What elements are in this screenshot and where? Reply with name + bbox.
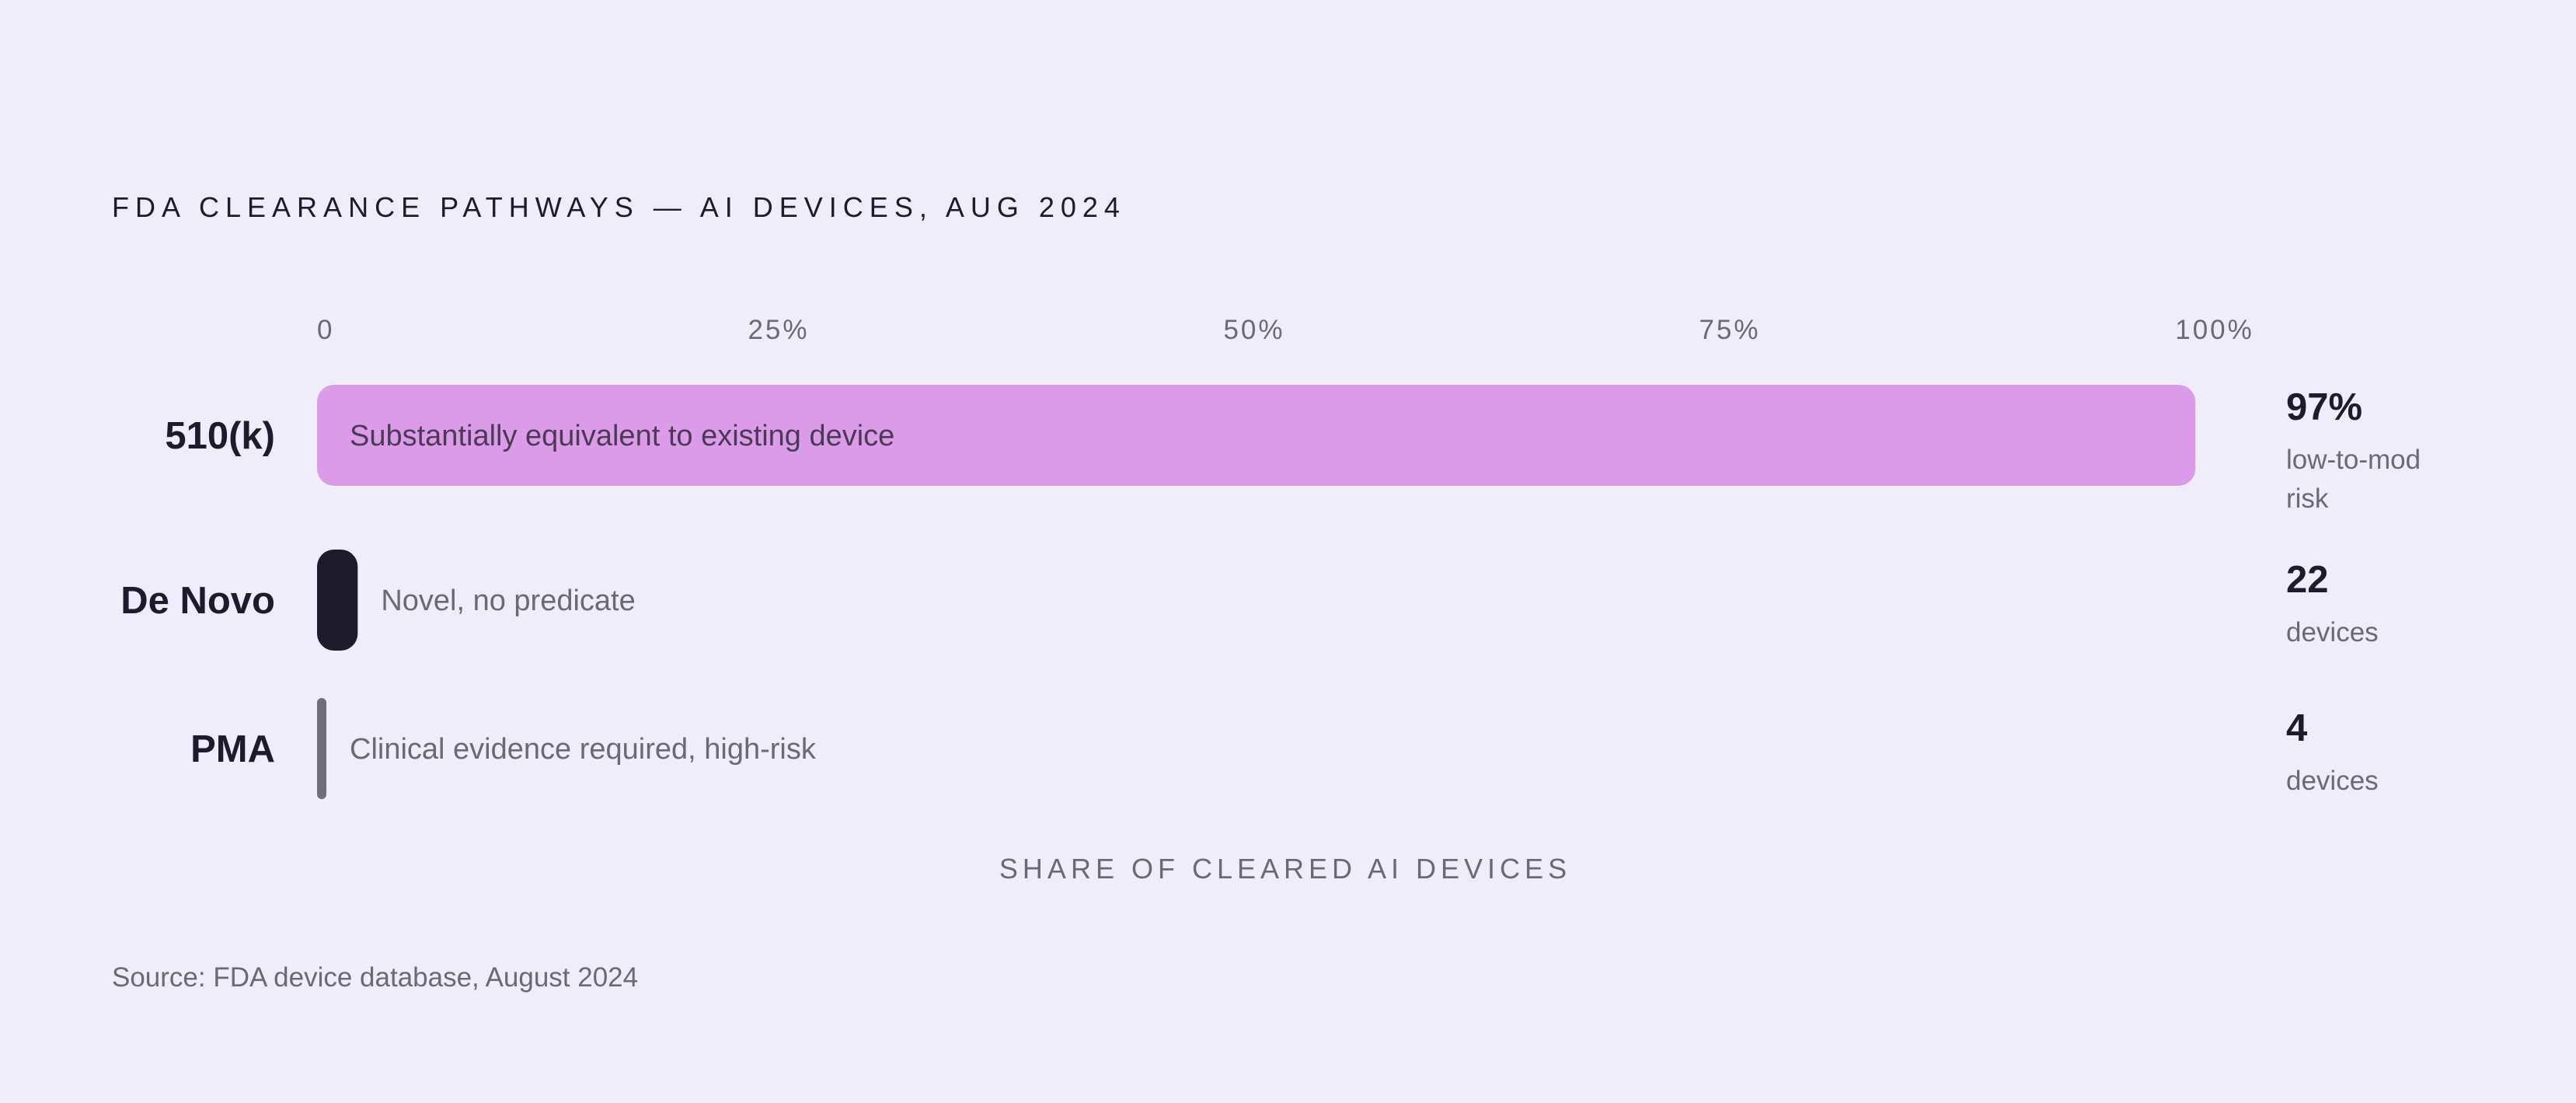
x-tick-label: 0 [317, 315, 334, 345]
stat-value: 4 [2286, 707, 2307, 749]
stat-subtitle: low-to-mod risk [2286, 445, 2421, 514]
bar-pma [317, 698, 326, 799]
x-tick-label: 50% [1223, 315, 1285, 345]
bar-510-k [317, 385, 2196, 486]
x-tick-label: 25% [748, 315, 809, 345]
category-label: PMA [190, 728, 275, 770]
x-tick-label: 100% [2175, 315, 2254, 345]
stat-value: 22 [2286, 559, 2329, 601]
x-tick-label: 75% [1699, 315, 1760, 345]
chart-title: FDA CLEARANCE PATHWAYS — AI DEVICES, AUG… [112, 191, 1126, 223]
bar-description: Clinical evidence required, high-risk [350, 733, 817, 766]
x-axis-label: SHARE OF CLEARED AI DEVICES [999, 853, 1571, 885]
category-label: 510(k) [165, 415, 275, 457]
bar-description: Novel, no predicate [381, 585, 635, 617]
category-label: De Novo [120, 580, 275, 622]
stat-subtitle: devices [2286, 766, 2379, 796]
bar-description: Substantially equivalent to existing dev… [350, 420, 894, 452]
bar-de-novo [317, 550, 358, 651]
source-note: Source: FDA device database, August 2024 [112, 962, 639, 993]
stat-value: 97% [2286, 386, 2362, 428]
stat-subtitle: devices [2286, 617, 2379, 647]
